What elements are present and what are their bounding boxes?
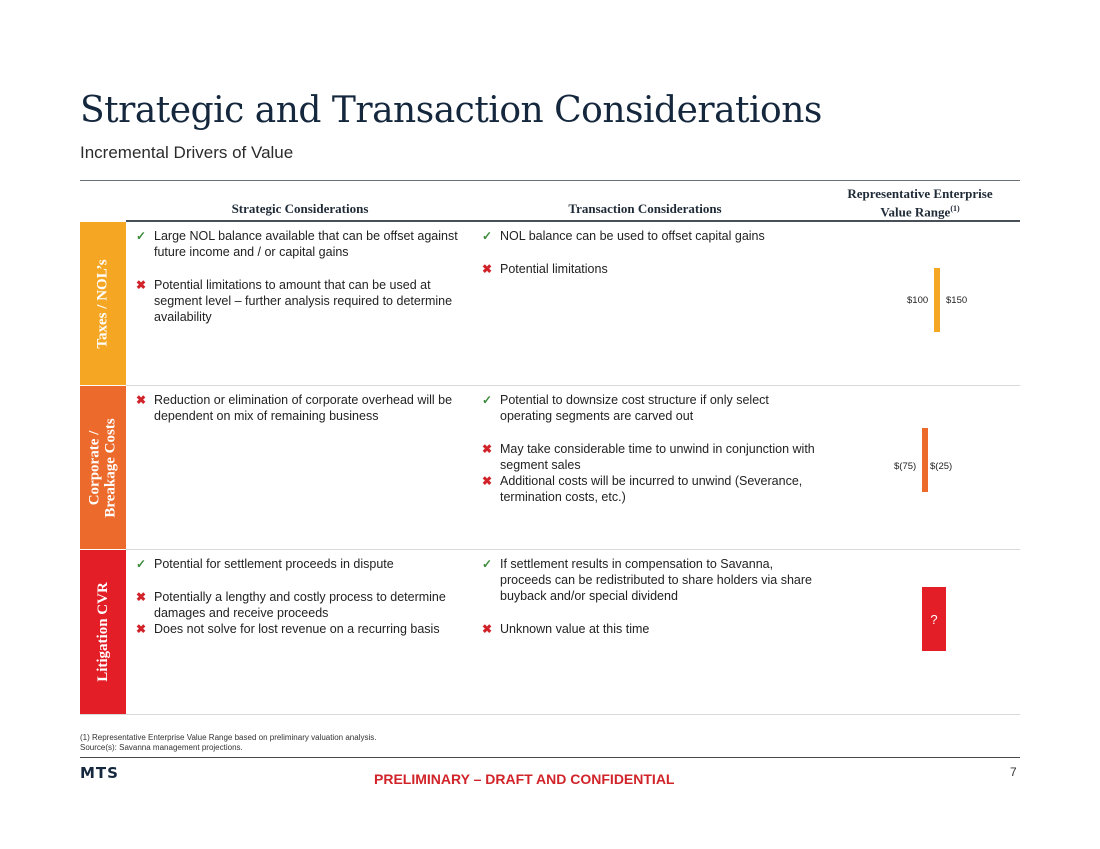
check-icon: ✓ xyxy=(136,557,147,571)
header-divider xyxy=(126,220,1020,222)
value-range-bar-corporate xyxy=(922,428,928,492)
list-item: ✓ If settlement results in compensation t… xyxy=(482,557,812,603)
check-icon: ✓ xyxy=(136,229,147,243)
range-high-taxes: $150 xyxy=(946,295,968,306)
cross-icon: ✖ xyxy=(136,622,147,636)
footer-divider xyxy=(80,757,1020,758)
list-item: ✖ Does not solve for lost revenue on a re… xyxy=(136,622,440,636)
list-item: ✓ Potential for settlement proceeds in di… xyxy=(136,557,394,571)
list-item: ✖ Potentially a lengthy and costly proces… xyxy=(136,590,446,620)
list-item: ✖ Potential limitations to amount that ca… xyxy=(136,278,453,324)
strategic-list-taxes: ✓ Large NOL balance available that can be… xyxy=(134,228,464,325)
transaction-list-taxes: ✓ NOL balance can be used to offset capit… xyxy=(480,228,820,277)
divider xyxy=(80,180,1020,181)
list-item: ✓ Potential to downsize cost structure if… xyxy=(482,393,769,423)
cross-icon: ✖ xyxy=(136,393,147,407)
company-logo: MTS xyxy=(80,764,119,782)
check-icon: ✓ xyxy=(482,229,493,243)
row-label-corporate: Corporate / Breakage Costs xyxy=(80,386,126,549)
range-low-corporate: $(75) xyxy=(894,461,917,472)
footnote: (1) Representative Enterprise Value Rang… xyxy=(80,733,377,742)
row-label-text: Corporate / Breakage Costs xyxy=(87,417,119,518)
confidential-notice: PRELIMINARY – DRAFT AND CONFIDENTIAL xyxy=(374,771,675,787)
ev-header-line2: Value Range xyxy=(880,204,951,220)
column-header-transaction: Transaction Considerations xyxy=(568,201,722,216)
column-header-strategic: Strategic Considerations xyxy=(231,201,369,216)
cross-icon: ✖ xyxy=(136,278,147,292)
page-title: Strategic and Transaction Considerations xyxy=(80,90,822,131)
page-number: 7 xyxy=(1010,765,1017,779)
ev-header-line1: Representative Enterprise xyxy=(847,186,993,201)
value-range-bar-taxes xyxy=(934,268,940,332)
footnote-ref: (1) xyxy=(950,204,960,213)
list-item: ✖ Additional costs will be incurred to un… xyxy=(482,474,803,504)
cross-icon: ✖ xyxy=(482,622,493,636)
transaction-list-corporate: ✓ Potential to downsize cost structure if… xyxy=(480,392,820,505)
transaction-list-litigation: ✓ If settlement results in compensation t… xyxy=(480,556,820,637)
strategic-list-litigation: ✓ Potential for settlement proceeds in di… xyxy=(134,556,464,637)
row-label-litigation: Litigation CVR xyxy=(80,550,126,714)
row-label-text: Litigation CVR xyxy=(95,582,111,682)
list-item: ✓ Large NOL balance available that can be… xyxy=(136,229,458,259)
list-item: ✓ NOL balance can be used to offset capit… xyxy=(482,229,765,243)
cross-icon: ✖ xyxy=(482,474,493,488)
range-low-taxes: $100 xyxy=(907,295,929,306)
row-label-taxes: Taxes / NOL’s xyxy=(80,222,126,385)
cross-icon: ✖ xyxy=(482,262,493,276)
check-icon: ✓ xyxy=(482,557,493,571)
value-unknown-box: ? xyxy=(922,587,946,651)
list-item: ✖ Unknown value at this time xyxy=(482,622,650,636)
source-note: Source(s): Savanna management projection… xyxy=(80,743,243,752)
list-item: ✖ May take considerable time to unwind in… xyxy=(482,442,815,472)
row-divider xyxy=(80,714,1020,715)
page-subtitle: Incremental Drivers of Value xyxy=(80,143,294,162)
range-high-corporate: $(25) xyxy=(930,461,953,472)
strategic-list-corporate: ✖ Reduction or elimination of corporate o… xyxy=(134,392,464,424)
list-item: ✖ Reduction or elimination of corporate o… xyxy=(136,393,453,423)
row-label-text: Taxes / NOL’s xyxy=(95,258,112,349)
cross-icon: ✖ xyxy=(136,590,147,604)
check-icon: ✓ xyxy=(482,393,493,407)
row-divider xyxy=(126,549,1020,550)
cross-icon: ✖ xyxy=(482,442,493,456)
row-divider xyxy=(126,385,1020,386)
column-header-ev-range: Representative Enterprise Value Range(1) xyxy=(820,186,1020,219)
list-item: ✖ Potential limitations xyxy=(482,262,608,276)
